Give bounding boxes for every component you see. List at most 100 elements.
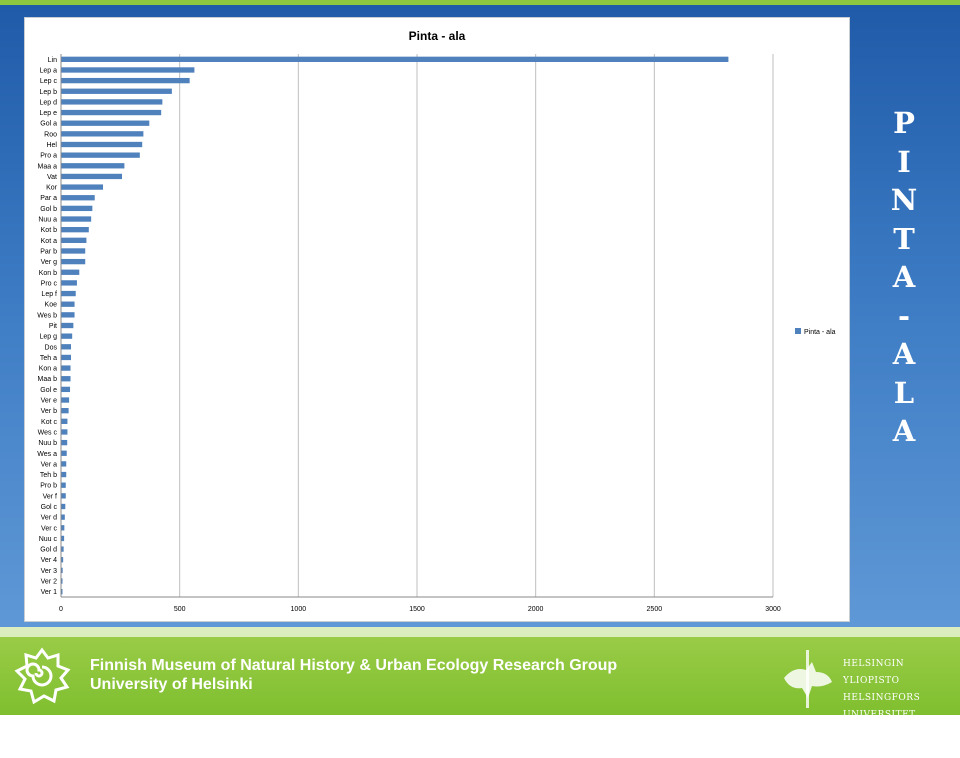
bar xyxy=(61,386,71,393)
bar xyxy=(61,503,66,510)
side-title-letter: A xyxy=(892,337,916,371)
category-label: Maa a xyxy=(38,163,58,170)
bar xyxy=(61,99,163,105)
category-label: Lep e xyxy=(39,110,57,117)
bar xyxy=(61,354,71,361)
category-label: Ver c xyxy=(41,525,57,532)
bar xyxy=(61,120,150,126)
category-label: Pit xyxy=(49,323,57,330)
x-tick-label: 3000 xyxy=(765,606,781,613)
legend-swatch xyxy=(795,328,801,334)
side-title-letter: P xyxy=(893,106,915,140)
chart-panel: Pinta - ala Lin Lep a Lep c Lep b Lep d Lep e… xyxy=(24,17,850,622)
x-tick-label: 1000 xyxy=(291,606,307,613)
bar xyxy=(61,184,104,190)
uh-name-fi: HELSINGIN YLIOPISTO xyxy=(843,659,905,686)
uh-name-en: UNIVERSITY OF HELSINKI xyxy=(843,727,927,754)
category-label: Gol c xyxy=(41,504,58,511)
side-title-letter: - xyxy=(897,298,911,333)
category-label: Ver 4 xyxy=(41,557,57,564)
category-label: Par a xyxy=(40,195,57,202)
bar xyxy=(61,131,144,137)
category-label: Lep a xyxy=(39,67,57,74)
category-label: Ver b xyxy=(41,408,57,415)
bar xyxy=(61,237,87,243)
bar xyxy=(61,333,73,339)
side-title-letter: A xyxy=(892,260,916,294)
category-label: Kon a xyxy=(39,366,57,373)
bar xyxy=(61,418,68,424)
bar xyxy=(61,290,76,297)
side-title-letter: N xyxy=(890,183,918,217)
bar xyxy=(61,163,125,169)
category-label: Ver a xyxy=(41,461,57,468)
bar xyxy=(61,344,71,350)
category-label: Lep c xyxy=(40,78,58,85)
category-label: Gol e xyxy=(40,387,57,394)
bar xyxy=(61,567,63,574)
side-title-letter: T xyxy=(893,221,915,256)
category-label: Gol a xyxy=(40,121,57,128)
bar xyxy=(61,525,65,531)
category-label: Kon b xyxy=(39,270,57,277)
category-label: Pro c xyxy=(41,280,58,287)
bar xyxy=(61,482,66,488)
bar xyxy=(61,450,67,456)
bar xyxy=(61,227,89,233)
category-label: Dos xyxy=(45,344,58,351)
bar xyxy=(61,546,64,552)
category-label: Wes b xyxy=(37,312,57,319)
category-label: Lep d xyxy=(39,99,57,106)
bar xyxy=(61,269,80,275)
bar xyxy=(61,471,67,478)
category-label: Pro b xyxy=(40,483,57,490)
category-label: Ver d xyxy=(41,515,57,522)
bar xyxy=(61,88,172,94)
category-label: Teh b xyxy=(40,472,57,479)
x-tick-label: 2000 xyxy=(528,606,544,613)
bar xyxy=(61,77,190,84)
bar xyxy=(61,397,70,403)
x-tick-label: 2500 xyxy=(647,606,663,613)
x-tick-label: 0 xyxy=(59,606,63,613)
category-label: Gol d xyxy=(40,547,57,554)
bar xyxy=(61,248,86,254)
bar xyxy=(61,429,68,435)
bar xyxy=(61,205,93,212)
category-label: Ver g xyxy=(41,259,57,266)
bar xyxy=(61,258,86,265)
bar xyxy=(61,439,68,446)
bar xyxy=(61,152,140,158)
category-label: Kot a xyxy=(41,238,57,245)
category-label: Lep b xyxy=(39,89,57,96)
bar xyxy=(61,322,74,329)
category-label: Lin xyxy=(48,57,57,64)
category-label: Teh a xyxy=(40,355,57,362)
category-label: Kor xyxy=(46,185,58,192)
bar xyxy=(61,173,123,180)
bar xyxy=(61,514,65,520)
category-label: Nuu a xyxy=(38,217,57,224)
category-label: Roo xyxy=(44,131,57,138)
category-labels: Lin Lep a Lep c Lep b Lep d Lep e Gol a Roo Hel P… xyxy=(37,57,57,596)
category-label: Nuu b xyxy=(38,440,57,447)
bar xyxy=(61,461,67,467)
category-label: Kot c xyxy=(41,419,57,426)
bar xyxy=(61,141,143,148)
footer-text: Finnish Museum of Natural History & Urba… xyxy=(90,656,617,694)
footer-organization: Finnish Museum of Natural History & Urba… xyxy=(90,657,618,674)
side-title-letter: A xyxy=(892,414,916,448)
category-label: Kot b xyxy=(41,227,57,234)
category-label: Ver 1 xyxy=(41,589,57,596)
category-label: Vat xyxy=(47,174,57,181)
bar xyxy=(61,312,75,318)
category-label: Nuu c xyxy=(39,536,58,543)
university-names: HELSINGIN YLIOPISTO HELSINGFORS UNIVERSI… xyxy=(843,656,960,758)
bar xyxy=(61,280,77,286)
bar xyxy=(61,557,64,563)
side-title-letter: L xyxy=(893,375,915,410)
bar xyxy=(61,376,71,382)
bar xyxy=(61,56,729,62)
x-tick-label: 500 xyxy=(174,606,186,613)
